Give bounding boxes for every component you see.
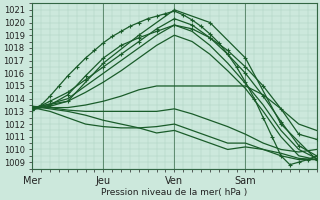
X-axis label: Pression niveau de la mer( hPa ): Pression niveau de la mer( hPa ) — [101, 188, 247, 197]
